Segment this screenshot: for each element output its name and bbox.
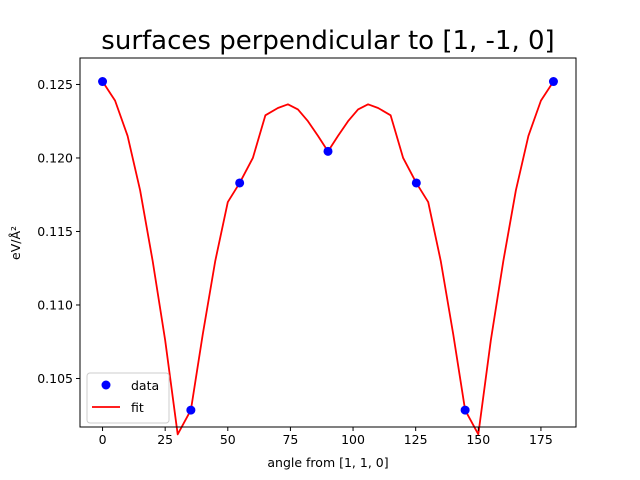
data-point — [548, 77, 558, 87]
plot-area — [79, 57, 577, 436]
x-tick-label: 175 — [529, 432, 553, 447]
x-tick-label: 25 — [157, 432, 173, 447]
y-tick-label: 0.120 — [37, 150, 73, 165]
legend: data fit — [86, 372, 170, 424]
x-axis-label: angle from [1, 1, 0] — [267, 455, 388, 470]
y-tick-label: 0.115 — [37, 224, 73, 239]
data-point — [411, 178, 421, 188]
x-axis-ticks: 0 25 50 75 100 125 150 175 — [99, 427, 553, 447]
y-axis-label: eV/Å² — [8, 226, 23, 260]
fit-line — [101, 81, 555, 436]
x-tick-label: 100 — [341, 432, 365, 447]
legend-fit-label: fit — [131, 400, 144, 415]
x-tick-label: 150 — [466, 432, 490, 447]
x-tick-label: 0 — [99, 432, 107, 447]
y-tick-label: 0.110 — [37, 297, 73, 312]
y-tick-label: 0.125 — [37, 77, 73, 92]
x-tick-label: 50 — [220, 432, 236, 447]
axes-frame — [79, 57, 577, 428]
data-point — [323, 146, 333, 156]
x-tick-label: 75 — [282, 432, 298, 447]
x-tick-label: 125 — [404, 432, 428, 447]
chart-title: surfaces perpendicular to [1, -1, 0] — [101, 26, 554, 56]
data-point — [186, 405, 196, 415]
legend-data-marker — [101, 380, 111, 390]
y-axis-ticks: 0.105 0.110 0.115 0.120 0.125 — [37, 77, 80, 386]
legend-data-label: data — [131, 378, 159, 393]
data-point — [98, 77, 108, 87]
data-point — [460, 405, 470, 415]
y-tick-label: 0.105 — [37, 371, 73, 386]
data-point — [235, 178, 245, 188]
